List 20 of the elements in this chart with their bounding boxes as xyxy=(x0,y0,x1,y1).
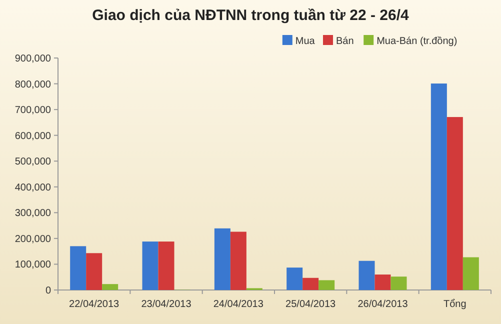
legend-label: Bán xyxy=(336,36,354,47)
legend-label: Mua xyxy=(295,36,316,47)
x-tick-label: 25/04/2013 xyxy=(286,299,336,310)
legend-label: Mua-Bán (tr.đồng) xyxy=(376,36,458,47)
y-tick-label: 800,000 xyxy=(14,79,52,90)
y-tick-label: 900,000 xyxy=(14,54,52,64)
y-tick-label: 700,000 xyxy=(14,105,52,116)
y-tick-label: 600,000 xyxy=(14,130,52,142)
y-tick-label: 500,000 xyxy=(14,156,52,168)
x-tick-label: 23/04/2013 xyxy=(141,299,192,310)
y-tick-label: 400,000 xyxy=(14,182,52,194)
x-tick-label: 22/04/2013 xyxy=(69,299,120,310)
x-tick-label: 24/04/2013 xyxy=(213,299,264,310)
chart-title: Giao dịch của NĐTNN trong tuần từ 22 - 26/4 xyxy=(92,7,410,24)
y-tick-label: 0 xyxy=(45,286,52,296)
y-tick-label: 300,000 xyxy=(14,208,52,220)
x-tick-label: 26/04/2013 xyxy=(358,299,408,310)
x-tick-label: Tổng xyxy=(444,298,466,310)
y-tick-label: 100,000 xyxy=(14,260,52,271)
y-tick-label: 200,000 xyxy=(14,234,52,245)
